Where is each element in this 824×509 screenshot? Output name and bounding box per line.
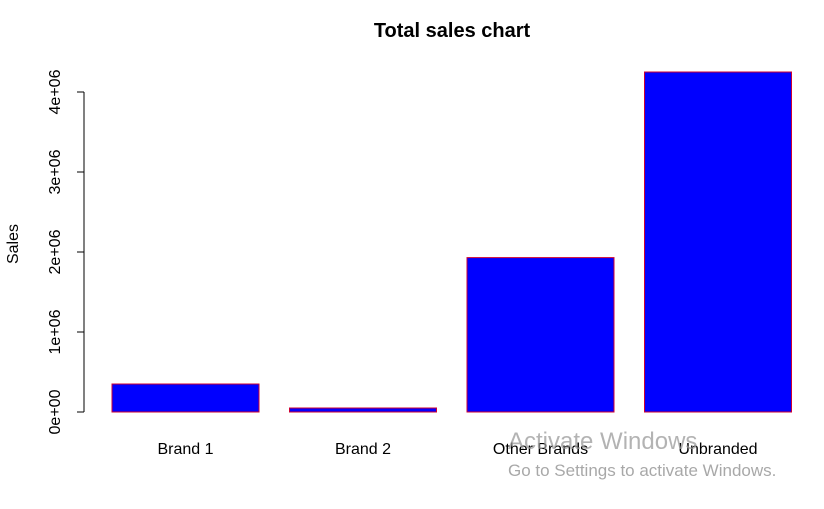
bar <box>111 383 260 413</box>
bar <box>466 257 615 413</box>
y-tick-label: 1e+06 <box>47 309 64 354</box>
y-tick-label: 4e+06 <box>47 69 64 114</box>
category-labels: Brand 1 Brand 2 Other Brands Unbranded <box>157 441 757 458</box>
category-label: Brand 1 <box>157 441 213 458</box>
y-axis-label: Sales <box>5 224 22 264</box>
category-label: Other Brands <box>493 441 588 458</box>
bar <box>644 71 792 413</box>
category-label: Brand 2 <box>335 441 391 458</box>
y-tick-label: 0e+00 <box>47 389 64 434</box>
category-label: Unbranded <box>678 441 757 458</box>
y-tick-label: 3e+06 <box>47 149 64 194</box>
bars-group <box>111 71 792 413</box>
bar <box>289 407 437 413</box>
chart-title: Total sales chart <box>374 20 531 42</box>
y-axis-ticks: 0e+00 1e+06 2e+06 3e+06 4e+06 <box>47 69 84 434</box>
y-tick-label: 2e+06 <box>47 229 64 274</box>
